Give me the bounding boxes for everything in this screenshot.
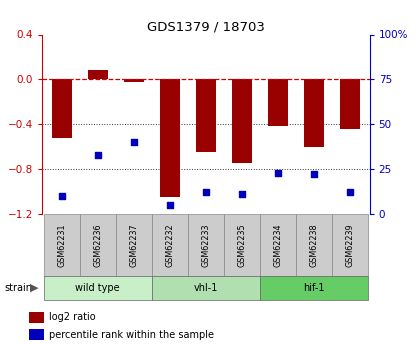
Text: GSM62238: GSM62238 [309, 223, 318, 267]
Bar [152, 276, 260, 300]
Bar [52, 79, 72, 138]
Bar [296, 214, 332, 276]
Text: GSM62233: GSM62233 [201, 223, 210, 267]
Bar [260, 214, 296, 276]
Text: ▶: ▶ [30, 283, 39, 293]
Point [239, 191, 245, 197]
Text: percentile rank within the sample: percentile rank within the sample [50, 330, 214, 339]
Bar [232, 79, 252, 164]
Text: strain: strain [4, 283, 32, 293]
Bar [304, 79, 324, 147]
Bar [44, 276, 152, 300]
Point [131, 139, 137, 145]
Text: GSM62234: GSM62234 [273, 223, 282, 267]
Point [166, 202, 173, 208]
Bar [340, 79, 360, 129]
Bar [268, 79, 288, 127]
Title: GDS1379 / 18703: GDS1379 / 18703 [147, 20, 265, 33]
Text: GSM62236: GSM62236 [93, 223, 102, 267]
Text: GSM62235: GSM62235 [237, 223, 246, 267]
Point [58, 193, 65, 199]
Text: wild type: wild type [76, 283, 120, 293]
Bar [260, 276, 368, 300]
Text: log2 ratio: log2 ratio [50, 313, 96, 322]
Bar [332, 214, 368, 276]
Bar [44, 214, 80, 276]
Point [94, 152, 101, 157]
Point [310, 172, 317, 177]
Text: hif-1: hif-1 [303, 283, 325, 293]
Bar [224, 214, 260, 276]
Bar [116, 214, 152, 276]
Text: GSM62239: GSM62239 [345, 223, 354, 267]
Point [274, 170, 281, 175]
Text: GSM62232: GSM62232 [165, 223, 174, 267]
Bar [196, 79, 216, 152]
Bar [80, 214, 116, 276]
Bar [124, 79, 144, 82]
Point [346, 190, 353, 195]
Bar [152, 214, 188, 276]
Bar [160, 79, 180, 197]
Text: GSM62237: GSM62237 [129, 223, 138, 267]
Text: vhl-1: vhl-1 [194, 283, 218, 293]
Point [202, 190, 209, 195]
Bar [29, 312, 44, 323]
Bar [29, 329, 44, 340]
Text: GSM62231: GSM62231 [57, 223, 66, 267]
Bar [88, 70, 108, 79]
Bar [188, 214, 224, 276]
